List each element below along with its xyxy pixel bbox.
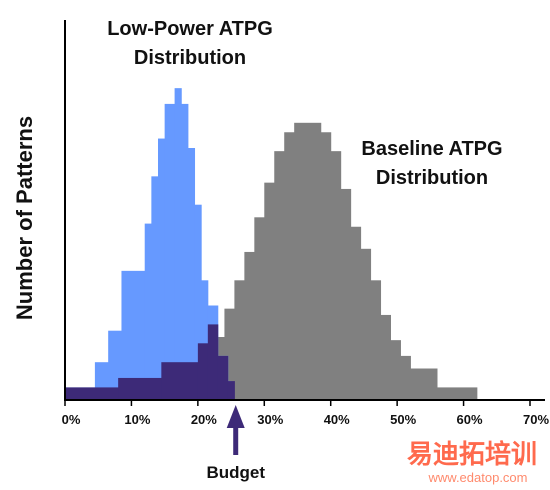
baseline-title-line-1: Baseline ATPG (361, 138, 502, 160)
watermark-chinese-text: 易迪拓培训 (407, 439, 537, 469)
x-tick-label-3: 30% (257, 412, 283, 427)
overlap-bar-0 (65, 387, 119, 400)
overlap-bar-4 (207, 324, 219, 400)
baseline-bar-5 (264, 182, 275, 400)
baseline-bar-12 (350, 226, 362, 400)
watermark-url: www.edatop.com (428, 470, 528, 485)
baseline-bar-7 (284, 132, 295, 400)
baseline-bar-14 (370, 280, 382, 400)
budget-arrow-head (226, 405, 245, 428)
overlap-bar-1 (118, 377, 162, 400)
baseline-bar-2 (234, 280, 245, 400)
low-power-title-line-1: Low-Power ATPG (107, 18, 273, 40)
low_power-bar-12 (201, 280, 209, 400)
low_power-bar-7 (164, 103, 176, 401)
baseline-bar-8 (294, 122, 322, 401)
baseline-bar-10 (330, 151, 342, 400)
low_power-bar-4 (144, 223, 152, 400)
x-tick-label-4: 40% (324, 412, 350, 427)
budget-label: Budget (206, 463, 265, 482)
baseline-bar-16 (390, 340, 401, 400)
overlap-bar-2 (161, 362, 199, 400)
low_power-bar-5 (151, 176, 159, 400)
low_power-bar-9 (181, 103, 189, 401)
axes-layer (64, 20, 545, 401)
low_power-bar-6 (158, 138, 166, 401)
baseline-bar-15 (380, 314, 391, 400)
overlap-bar-3 (197, 343, 209, 400)
baseline-bar-19 (437, 387, 478, 400)
x-tick-label-6: 60% (457, 412, 483, 427)
baseline-bar-3 (244, 251, 255, 400)
low_power-bar-10 (187, 148, 196, 400)
x-tick-label-7: 70% (523, 412, 549, 427)
low_power-bar-11 (194, 204, 202, 400)
budget-marker: Budget (206, 405, 265, 482)
baseline-bar-13 (360, 248, 372, 400)
overlap-bar-5 (217, 355, 229, 400)
baseline-bar-11 (340, 188, 352, 400)
low_power-bar-3 (121, 270, 146, 400)
x-tick-label-0: 0% (62, 412, 81, 427)
x-tick-label-2: 20% (191, 412, 217, 427)
low_power-bar-8 (174, 88, 182, 401)
baseline-bar-4 (254, 217, 265, 400)
baseline-title-line-2: Distribution (376, 167, 488, 189)
x-tick-label-5: 50% (390, 412, 416, 427)
baseline-bar-17 (400, 355, 411, 400)
x-ticks-layer: 0% 10% 20% 30% 40% 50% 60% 70% (62, 400, 549, 427)
low-power-title-line-2: Distribution (134, 47, 246, 69)
baseline-bar-18 (410, 368, 438, 400)
bars-layer (65, 88, 478, 401)
overlap-bar-6 (227, 381, 235, 400)
baseline-bar-1 (224, 308, 235, 400)
x-tick-label-1: 10% (124, 412, 150, 427)
y-axis-label: Number of Patterns (12, 116, 37, 320)
baseline-bar-6 (274, 151, 285, 400)
baseline-bar-9 (320, 132, 332, 400)
